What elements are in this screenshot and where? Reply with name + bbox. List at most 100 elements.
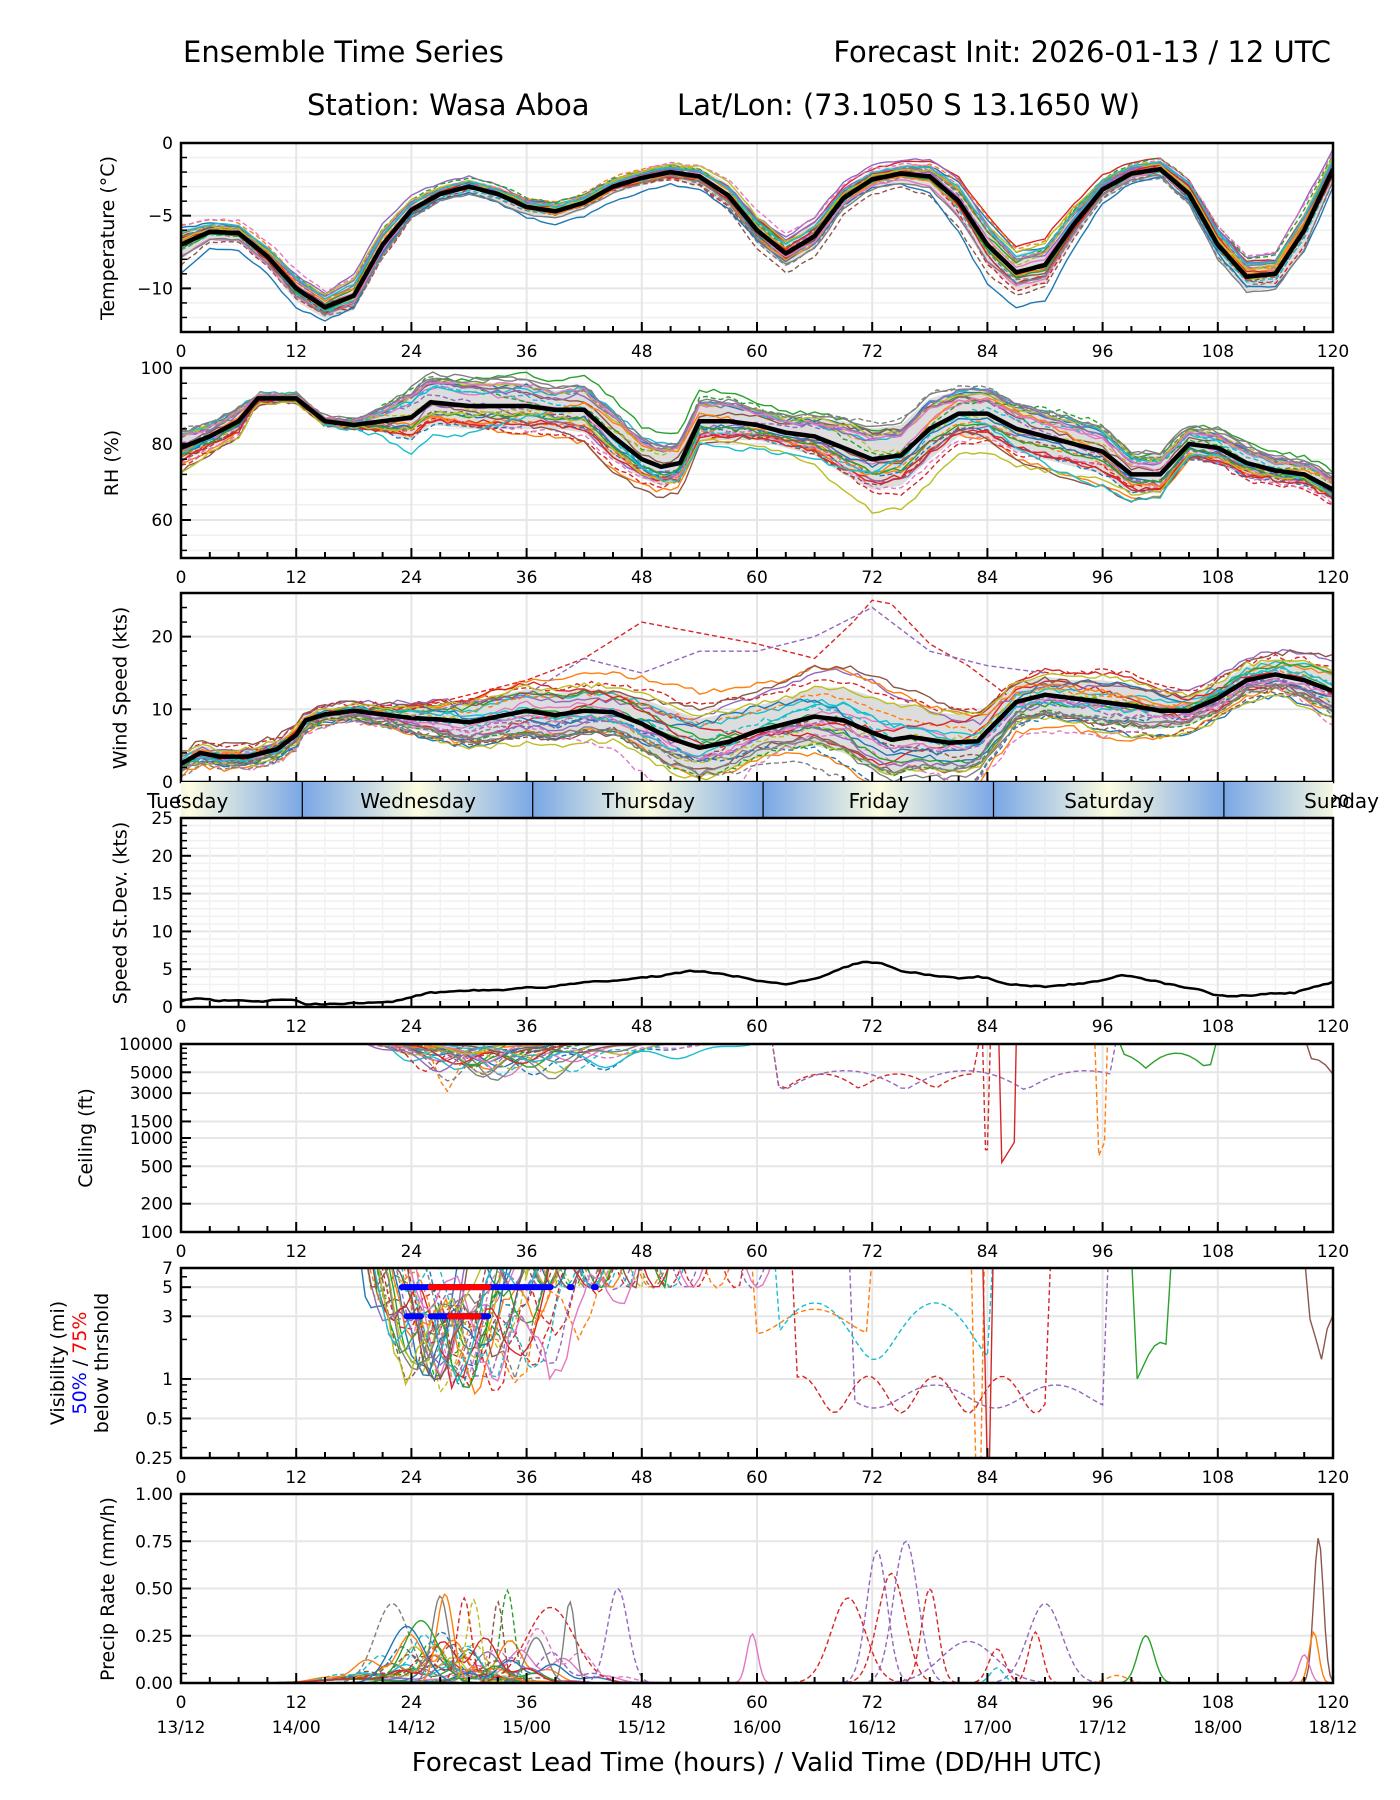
y-tick-label: 100 bbox=[141, 1223, 173, 1243]
y-tick-label: 5 bbox=[162, 960, 173, 980]
x-tick-label: 120 bbox=[1317, 568, 1349, 588]
x-valid-time-label: 17/00 bbox=[963, 1718, 1012, 1738]
ceiling-dip-line bbox=[998, 1044, 1017, 1165]
day-bar: Tuesday Wednesday Thursday Friday Saturday Su… bbox=[146, 782, 1379, 817]
y-tick-label: 80 bbox=[151, 435, 173, 455]
day-segment bbox=[302, 782, 534, 817]
ensemble-member-line bbox=[181, 377, 1333, 479]
y-tick-label: 0 bbox=[162, 134, 173, 154]
precip-peak-line bbox=[949, 1602, 1141, 1683]
precip-peak-line bbox=[958, 1667, 1036, 1683]
x-tick-label: 96 bbox=[1092, 1468, 1114, 1488]
x-tick-label: 24 bbox=[401, 1468, 423, 1488]
x-tick-label: 96 bbox=[1092, 568, 1114, 588]
x-tick-label: 60 bbox=[746, 1468, 768, 1488]
y-tick-label: 0 bbox=[162, 773, 173, 793]
ensemble-member-line bbox=[181, 396, 1333, 503]
x-tick-label: 12 bbox=[285, 1017, 307, 1037]
x-tick-label: 72 bbox=[861, 1693, 883, 1713]
ensemble-member-line bbox=[181, 682, 1333, 782]
y-tick-label: 0.25 bbox=[135, 1627, 173, 1647]
x-axis-title: Forecast Lead Time (hours) / Valid Time … bbox=[412, 1748, 1102, 1778]
ensemble-member-line bbox=[181, 677, 1333, 782]
rh-series bbox=[181, 371, 1333, 514]
ensemble-member-line bbox=[181, 685, 1333, 777]
y-tick-label: 0.25 bbox=[135, 1449, 173, 1469]
visibility-member-line bbox=[409, 1268, 771, 1382]
x-tick-label: 24 bbox=[401, 1693, 423, 1713]
y-tick-label: 0.5 bbox=[146, 1409, 173, 1429]
x-tick-label: 36 bbox=[516, 1242, 538, 1262]
x-valid-time-label: 18/00 bbox=[1193, 1718, 1242, 1738]
stdev-line bbox=[180, 960, 1334, 1006]
x-tick-label: 36 bbox=[516, 1693, 538, 1713]
x-tick-label: 12 bbox=[285, 1468, 307, 1488]
x-tick-label: 24 bbox=[401, 568, 423, 588]
visibility-series bbox=[360, 1268, 1333, 1458]
day-segment bbox=[994, 782, 1225, 817]
ensemble-member-line bbox=[181, 398, 1333, 497]
x-tick-label: 12 bbox=[285, 1242, 307, 1262]
x-tick-label: 72 bbox=[861, 1242, 883, 1262]
ensemble-mean-line bbox=[181, 672, 1333, 766]
ceiling-axis-label: Ceiling (ft) bbox=[74, 1088, 97, 1188]
precip-member-line bbox=[276, 1637, 1333, 1683]
x-tick-label: 12 bbox=[285, 1693, 307, 1713]
precip-member-line bbox=[276, 1651, 1333, 1683]
x-tick-label: 108 bbox=[1202, 1017, 1234, 1037]
precip-member-line bbox=[276, 1645, 1333, 1683]
visibility-label-line1: Visibility (mi) bbox=[47, 1300, 70, 1426]
precip-panel: 0.00 0.25 0.50 0.75 1.00 0 12 24 36 48 60 72 84 96 108… bbox=[135, 1485, 1357, 1778]
y-tick-label: 25 bbox=[151, 809, 173, 829]
y-tick-label: 10 bbox=[151, 922, 173, 942]
x-valid-time-label: 16/00 bbox=[733, 1718, 782, 1738]
x-tick-label: 36 bbox=[516, 568, 538, 588]
x-valid-time-label: 18/12 bbox=[1309, 1718, 1358, 1738]
precip-axis-label: Precip Rate (mm/h) bbox=[96, 1496, 119, 1681]
y-tick-label: 0.75 bbox=[135, 1532, 173, 1552]
ensemble-member-line bbox=[181, 676, 1333, 766]
precip-peak-line bbox=[997, 1630, 1074, 1683]
ensemble-member-line bbox=[181, 659, 1333, 757]
y-tick-label: 3000 bbox=[130, 1084, 173, 1104]
x-tick-label: 48 bbox=[631, 1017, 653, 1037]
x-tick-label: 0 bbox=[176, 1693, 187, 1713]
temperature-series bbox=[181, 148, 1333, 322]
x-tick-label: 72 bbox=[861, 342, 883, 362]
x-tick-label: 72 bbox=[861, 568, 883, 588]
visibility-panel: 0.25 0.5 1 3 57 0 12 24 36 48 60 72 84 96 108 120 bbox=[135, 1259, 1349, 1488]
wind-panel: 0102001224364860728496108120 bbox=[151, 591, 1349, 812]
x-tick-label: 120 bbox=[1317, 1468, 1349, 1488]
stdev-panel: 0 5 10 15 20 25 0 12 24 36 48 60 72 84 96 108 120 bbox=[151, 809, 1349, 1037]
ensemble-member-line bbox=[181, 392, 1333, 485]
ensemble-member-line bbox=[181, 684, 1333, 782]
visibility-member-line bbox=[395, 1268, 765, 1378]
x-tick-label: 120 bbox=[1317, 1242, 1349, 1262]
x-valid-time-label: 14/12 bbox=[387, 1718, 436, 1738]
ensemble-member-line bbox=[181, 381, 1333, 484]
wind-axis-label: Wind Speed (kts) bbox=[108, 606, 131, 769]
ceiling-member-line bbox=[366, 1044, 501, 1073]
precip-peak-line bbox=[1291, 1538, 1333, 1683]
temperature-axis-label: Temperature (°C) bbox=[97, 155, 119, 320]
day-label: Saturday bbox=[1064, 789, 1154, 813]
x-valid-time-label: 16/12 bbox=[848, 1718, 897, 1738]
y-tick-label: 15 bbox=[151, 885, 173, 905]
precip-peak-line bbox=[752, 1597, 945, 1683]
precip-peak-line bbox=[721, 1632, 782, 1683]
visibility-dip-line bbox=[982, 1268, 994, 1458]
day-segment bbox=[181, 782, 303, 817]
ensemble-member-line bbox=[181, 174, 1333, 316]
rh-axis-label: RH (%) bbox=[101, 429, 124, 497]
label-50pct: 50% bbox=[69, 1372, 92, 1415]
precip-peak-line bbox=[478, 1636, 594, 1683]
wind-series bbox=[181, 599, 1333, 782]
ensemble-member-line bbox=[181, 666, 1333, 762]
y-tick-label: 5 bbox=[162, 1278, 173, 1298]
y-tick-label: 0.00 bbox=[135, 1674, 173, 1694]
precip-peak-line bbox=[539, 1599, 600, 1683]
visibility-label-line2: 50% / 75% bbox=[69, 1311, 92, 1415]
x-tick-label: 108 bbox=[1202, 342, 1234, 362]
y-tick-label: 1000 bbox=[130, 1129, 173, 1149]
